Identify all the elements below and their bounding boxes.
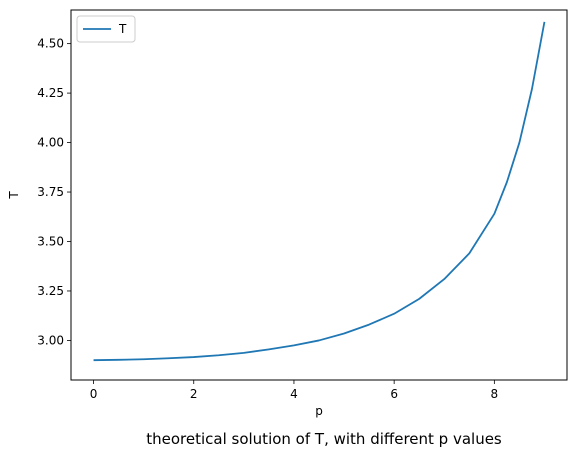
legend: T: [76, 15, 136, 43]
x-tick-label: 8: [491, 387, 499, 401]
x-axis-ticks: 0 2 4 6 8: [90, 380, 498, 401]
legend-label: T: [118, 22, 127, 36]
x-axis-label: p: [315, 404, 323, 418]
y-tick-label: 4.00: [37, 136, 64, 150]
series-line-T: [93, 21, 546, 362]
x-tick-label: 6: [390, 387, 398, 401]
x-tick-label: 4: [290, 387, 298, 401]
y-tick-label: 3.25: [37, 284, 64, 298]
x-tick-label: 2: [190, 387, 198, 401]
axes-frame: [70, 9, 568, 381]
y-tick-label: 4.25: [37, 86, 64, 100]
x-tick-label: 0: [90, 387, 98, 401]
y-tick-label: 4.50: [37, 37, 64, 51]
y-axis-ticks: 3.00 3.25 3.50 3.75 4.00 4.25 4.50: [37, 37, 71, 347]
y-axis-label: T: [7, 191, 21, 200]
y-tick-label: 3.75: [37, 185, 64, 199]
y-tick-label: 3.00: [37, 333, 64, 347]
plot-area: [93, 21, 546, 362]
chart-caption: theoretical solution of T, with differen…: [146, 430, 502, 448]
y-tick-label: 3.50: [37, 234, 64, 248]
